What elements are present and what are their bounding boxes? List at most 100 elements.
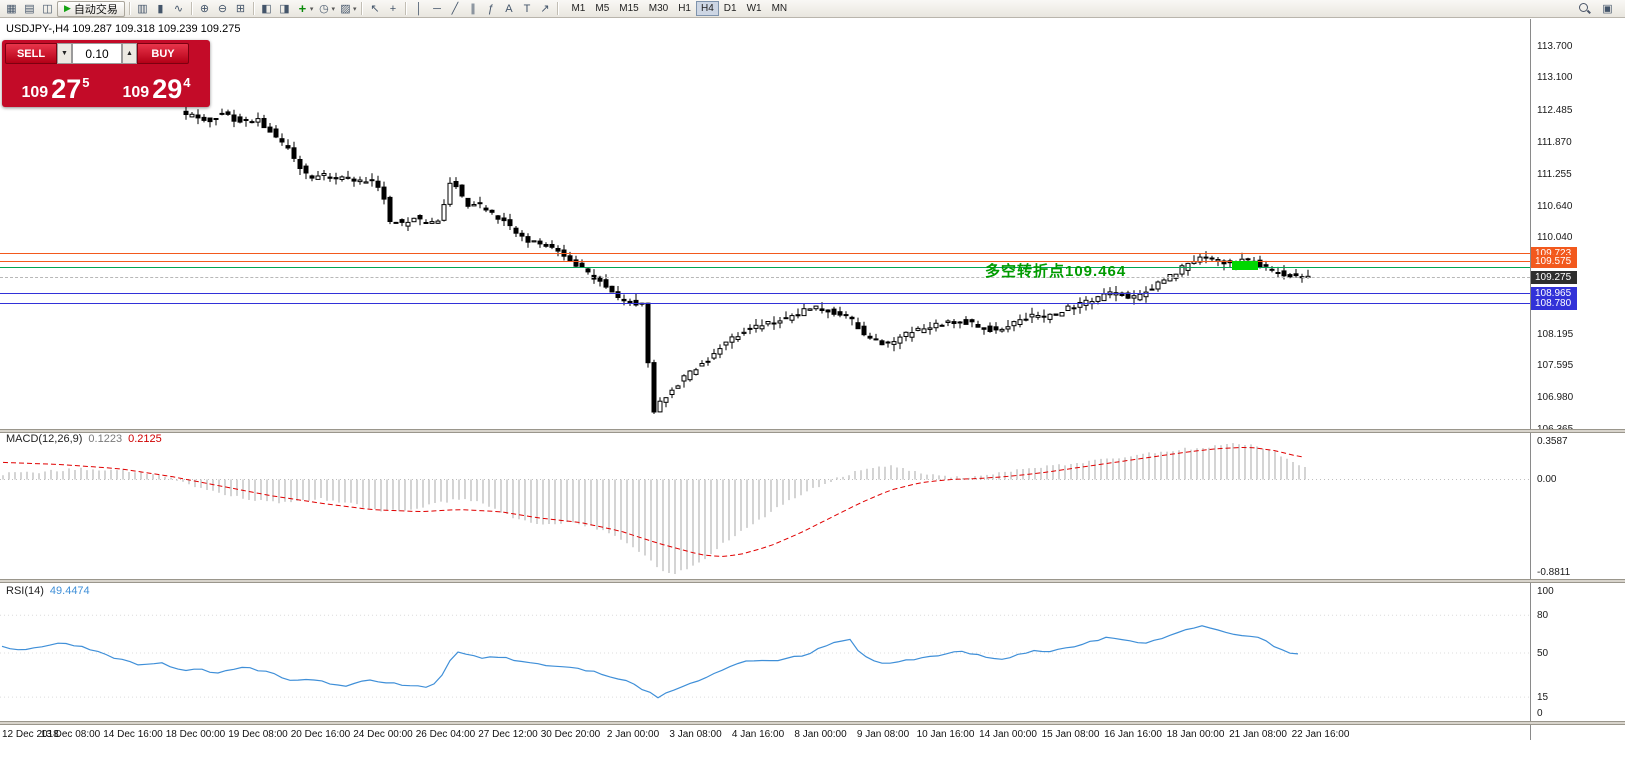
macd-name: MACD(12,26,9) (6, 433, 83, 445)
timeframe-m15[interactable]: M15 (619, 3, 639, 14)
autotrading-play-icon: ▶ (64, 3, 71, 13)
rsi-axis-label-80: 80 (1537, 610, 1549, 621)
timeframe-m1[interactable]: M1 (571, 3, 586, 14)
zoom-out-icon[interactable]: ⊖ (217, 3, 228, 15)
arrows-tool-icon[interactable]: ↗ (540, 3, 550, 15)
time-label: 20 Dec 16:00 (290, 729, 351, 740)
turning-point-annotation[interactable]: 多空转折点109.464 (985, 263, 1127, 280)
timeframe-mn[interactable]: MN (771, 3, 788, 14)
search-icon[interactable] (1578, 2, 1591, 15)
price-label-111.255: 111.255 (1537, 169, 1572, 180)
buy-price-prefix: 109 (122, 84, 150, 101)
volume-increase-button[interactable]: ▲ (122, 43, 137, 64)
new-order-icon[interactable]: ▦ (6, 3, 17, 15)
autotrading-button[interactable]: ▶ 自动交易 (57, 0, 125, 17)
sell-price-prefix: 109 (21, 84, 49, 101)
time-label: 14 Jan 00:00 (979, 729, 1037, 740)
timeframe-m30[interactable]: M30 (648, 3, 669, 14)
buy-price[interactable]: 109 29 4 (106, 66, 207, 104)
horizontal-line-109.575[interactable] (0, 261, 1530, 262)
rsi-axis-label-100: 100 (1537, 586, 1554, 597)
bar-chart-icon[interactable]: ▥ (137, 3, 148, 15)
time-label: 21 Jan 08:00 (1229, 729, 1287, 740)
price-axis-separator (1530, 19, 1531, 740)
sell-price[interactable]: 109 27 5 (5, 66, 106, 104)
templates-caret-icon[interactable]: ▾ (352, 5, 357, 13)
volume-input[interactable] (72, 43, 122, 64)
price-label-107.595: 107.595 (1537, 360, 1574, 371)
channel-tool-icon[interactable]: ∥ (470, 3, 476, 15)
time-label: 15 Jan 08:00 (1041, 729, 1100, 740)
time-label: 19 Dec 08:00 (228, 729, 288, 740)
rsi-value: 49.4474 (49, 585, 90, 597)
toolbar-separator (252, 2, 254, 15)
indicators-icon[interactable]: + (298, 1, 307, 16)
time-label: 12 Dec 2018 (2, 729, 59, 740)
text-tool-icon[interactable]: A (505, 2, 513, 15)
autotrading-label: 自动交易 (73, 3, 118, 16)
panel-splitter[interactable] (0, 579, 1625, 583)
chart-shift-icon[interactable]: ◨ (279, 3, 290, 15)
buy-price-big: 29 (152, 74, 183, 105)
timeframe-w1[interactable]: W1 (746, 3, 762, 14)
tile-windows-icon[interactable]: ⊞ (235, 3, 246, 15)
time-label: 3 Jan 08:00 (669, 729, 722, 740)
panel-splitter[interactable] (0, 721, 1625, 725)
price-axis: 113.700 113.100 112.485 111.870 111.255 110.6… (1531, 0, 1625, 768)
rsi-label: RSI(14) 49.4474 (6, 585, 96, 597)
macd-value: 0.1223 (88, 433, 123, 445)
market-watch-icon[interactable]: ▤ (24, 3, 35, 15)
price-tag-109.275: 109.275 (1531, 271, 1577, 284)
time-label: 24 Dec 00:00 (353, 729, 413, 740)
volume-decrease-button[interactable]: ▼ (57, 43, 72, 64)
horizontal-line-108.965[interactable] (0, 293, 1530, 294)
data-window-icon[interactable]: ◫ (42, 3, 53, 15)
timeframe-group: M1 M5 M15 M30 H1 H4 D1 W1 MN (566, 1, 792, 16)
zoom-in-icon[interactable]: ⊕ (199, 3, 210, 15)
panel-splitter[interactable] (0, 429, 1625, 433)
price-label-108.195: 108.195 (1537, 329, 1574, 340)
time-label: 30 Dec 20:00 (540, 729, 601, 740)
fibonacci-tool-icon[interactable]: ƒ (487, 2, 495, 15)
toolbar-separator (128, 2, 130, 15)
sell-button[interactable]: SELL (5, 43, 57, 64)
horizontal-line-108.780[interactable] (0, 303, 1530, 304)
timeframe-h4[interactable]: H4 (695, 1, 719, 16)
crosshair-icon[interactable]: + (389, 2, 397, 15)
templates-icon[interactable]: ▨ (340, 3, 351, 15)
vertical-line-tool-icon[interactable]: │ (415, 2, 423, 15)
candlestick-chart-icon[interactable]: ▮ (157, 3, 164, 15)
label-tool-icon[interactable]: T (523, 2, 531, 15)
one-click-trading-panel: SELL ▼ ▲ BUY 109 27 5 109 29 4 (2, 40, 210, 107)
time-label: 16 Jan 16:00 (1104, 729, 1162, 740)
horizontal-line-tool-icon[interactable]: ─ (433, 2, 441, 15)
horizontal-line-109.723[interactable] (0, 253, 1530, 254)
macd-signal-value: 0.2125 (128, 433, 162, 445)
cursor-icon[interactable]: ↖ (370, 3, 380, 15)
periods-icon[interactable]: ◷ (319, 3, 329, 15)
time-axis[interactable]: 12 Dec 2018 13 Dec 08:00 14 Dec 16:00 18 De… (0, 727, 1530, 741)
trendline-tool-icon[interactable]: ╱ (451, 3, 459, 15)
price-label-111.870: 111.870 (1537, 137, 1572, 148)
time-label: 4 Jan 16:00 (731, 729, 785, 740)
periods-caret-icon[interactable]: ▾ (331, 5, 335, 13)
line-chart-icon[interactable]: ∿ (173, 3, 184, 15)
indicators-caret-icon[interactable]: ▾ (309, 5, 314, 13)
horizontal-line-109.464[interactable] (0, 267, 1530, 268)
time-label: 14 Dec 16:00 (103, 729, 163, 740)
timeframe-m5[interactable]: M5 (595, 3, 610, 14)
new-window-icon[interactable]: ▣ (1602, 3, 1613, 15)
toolbar-separator (190, 2, 192, 15)
timeframe-h1[interactable]: H1 (678, 3, 691, 14)
time-label: 9 Jan 08:00 (856, 729, 910, 740)
horizontal-lines-layer (0, 253, 1530, 304)
highlight-rectangle[interactable] (1232, 261, 1258, 270)
buy-button[interactable]: BUY (137, 43, 189, 64)
auto-scroll-icon[interactable]: ◧ (261, 3, 272, 15)
timeframe-d1[interactable]: D1 (723, 3, 737, 14)
macd-axis-label--0.8811: -0.8811 (1537, 567, 1571, 578)
